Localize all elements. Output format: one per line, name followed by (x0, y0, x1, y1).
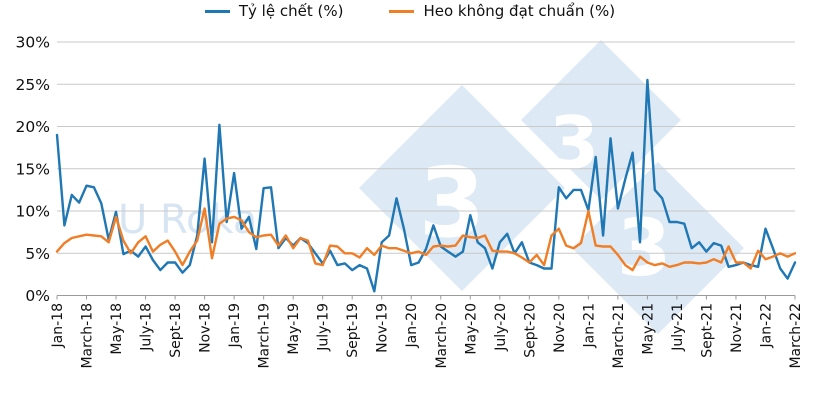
watermark-diamond (521, 40, 681, 200)
x-tick-label: March-18 (80, 303, 96, 369)
x-tick-label: March-20 (434, 303, 450, 369)
x-tick-label: May-19 (286, 303, 302, 355)
legend-item-ty-le-chet: Tỷ lệ chết (%) (204, 2, 344, 20)
y-tick-label: 5% (25, 245, 50, 263)
x-tick-label: March-22 (788, 303, 804, 369)
x-tick-label: Jan-19 (227, 303, 243, 348)
x-tick-label: May-20 (463, 303, 479, 355)
x-tick-label: Jan-18 (50, 303, 66, 348)
x-tick-label: Jan-21 (581, 303, 597, 348)
x-tick-label: July-18 (139, 303, 155, 352)
legend-label: Tỷ lệ chết (%) (238, 2, 344, 20)
y-tick-label: 30% (16, 34, 50, 52)
x-tick-label: Sept-20 (522, 303, 538, 358)
x-tick-label: Sept-19 (345, 303, 361, 358)
watermark-diamond (358, 84, 566, 292)
x-tick-label: Nov-18 (198, 303, 214, 353)
x-tick-label: Jan-22 (758, 303, 774, 348)
y-tick-label: 15% (16, 160, 50, 178)
legend-swatch-orange-line (389, 9, 415, 13)
watermark-3-glyph: 3 (617, 204, 671, 294)
x-tick-label: July-19 (316, 303, 332, 352)
watermark-faint-text: U Roka (118, 197, 257, 243)
x-tick-label: May-18 (109, 303, 125, 355)
grid-and-axes: 0% 5% 10% 15% 20% 25% 30% Jan-18 March-18 May-18 J… (16, 34, 804, 369)
x-tick-label: July-21 (670, 303, 686, 352)
x-tick-label: March-19 (257, 303, 273, 369)
y-tick-label: 0% (25, 287, 50, 305)
x-tick-label: Jan-20 (404, 303, 420, 348)
x-tick-label: Nov-21 (729, 303, 745, 353)
legend-label: Heo không đạt chuẩn (%) (423, 2, 616, 20)
x-tick-label: May-21 (640, 303, 656, 355)
x-tick-label: July-20 (493, 303, 509, 352)
x-tick-label: Nov-19 (375, 303, 391, 353)
y-tick-label: 25% (16, 76, 50, 94)
legend-item-heo-khong-dat-chuan: Heo không đạt chuẩn (%) (389, 2, 615, 20)
y-tick-label: 10% (16, 203, 50, 221)
x-tick-label: Sept-21 (699, 303, 715, 358)
legend-swatch-blue-line (204, 9, 230, 13)
x-tick-label: Sept-18 (168, 303, 184, 358)
watermark-diamond (571, 161, 745, 335)
x-tick-label: March-21 (611, 303, 627, 369)
series-line-heo-khong-dat-chuan (55, 207, 797, 272)
x-tick-label: Nov-20 (552, 303, 568, 353)
watermark-3-glyph: 3 (549, 101, 599, 185)
chart-legend: Tỷ lệ chết (%) Heo không đạt chuẩn (%) (0, 2, 820, 20)
y-tick-label: 20% (16, 118, 50, 136)
series-line-ty-le-chet (55, 78, 797, 293)
